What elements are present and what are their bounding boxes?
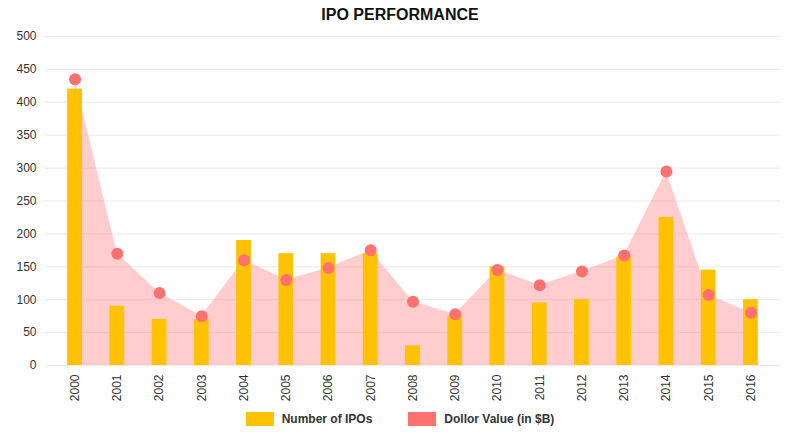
svg-text:400: 400 [16,95,36,109]
svg-text:2004: 2004 [237,374,251,401]
html-text:Dollor Value (in $B): Dollor Value (in $B) [444,412,555,426]
svg-text:2006: 2006 [321,374,335,401]
svg-text:200: 200 [16,227,36,241]
svg-text:500: 500 [16,29,36,43]
svg-text:2014: 2014 [659,374,673,401]
svg-text:2003: 2003 [195,374,209,401]
svg-text:50: 50 [23,325,37,339]
svg-text:2007: 2007 [364,374,378,401]
html-text:Number of IPOs: Number of IPOs [281,412,373,426]
svg-text:2005: 2005 [279,374,293,401]
svg-text:2000: 2000 [68,374,82,401]
html-text:IPO PERFORMANCE: IPO PERFORMANCE [321,6,479,23]
svg-text:2011: 2011 [533,374,547,400]
svg-text:100: 100 [16,293,36,307]
svg-text:250: 250 [16,194,36,208]
svg-text:2015: 2015 [702,374,716,401]
svg-text:2010: 2010 [490,374,504,401]
svg-text:0: 0 [30,358,37,372]
svg-text:350: 350 [16,128,36,142]
svg-text:2013: 2013 [617,374,631,401]
svg-text:2001: 2001 [110,374,124,401]
svg-text:2009: 2009 [448,374,462,401]
svg-text:2002: 2002 [152,374,166,401]
svg-text:2016: 2016 [744,374,758,401]
svg-text:2012: 2012 [575,374,589,401]
svg-text:300: 300 [16,161,36,175]
svg-text:450: 450 [16,62,36,76]
svg-text:150: 150 [16,260,36,274]
svg-text:2008: 2008 [406,374,420,401]
